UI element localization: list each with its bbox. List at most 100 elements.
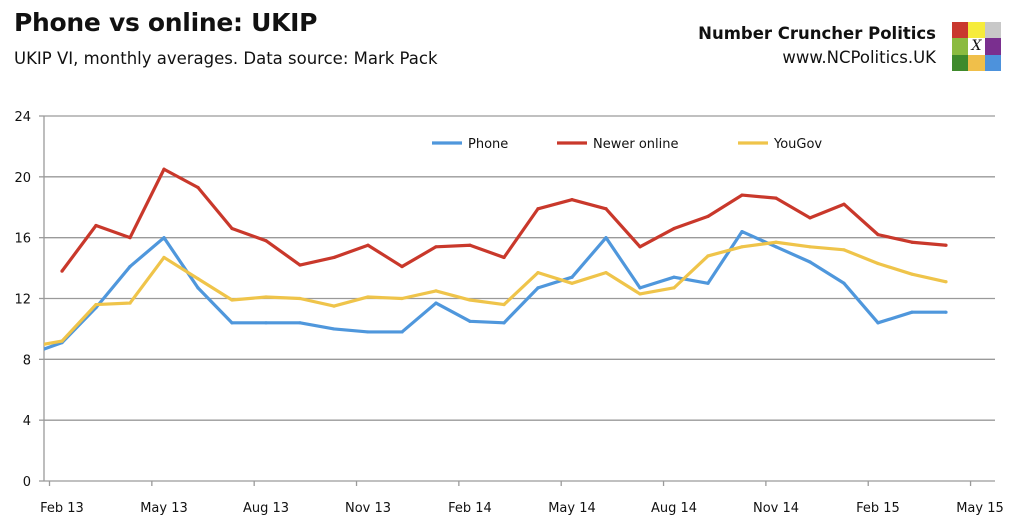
data-point	[468, 319, 472, 323]
data-point	[434, 289, 438, 293]
x-tick-label: Feb 13	[40, 501, 84, 516]
x-tick-label: May 14	[548, 501, 596, 516]
x-tick-label: Feb 15	[856, 501, 900, 516]
data-point	[774, 196, 778, 200]
data-point	[672, 275, 676, 279]
data-point	[774, 245, 778, 249]
legend-label: YouGov	[773, 137, 822, 152]
data-point	[366, 243, 370, 247]
data-point	[298, 321, 302, 325]
data-point	[638, 292, 642, 296]
data-point	[230, 298, 234, 302]
data-point	[434, 301, 438, 305]
data-point	[400, 296, 404, 301]
data-point	[128, 236, 132, 240]
data-point	[502, 321, 506, 325]
x-tick-label: Nov 14	[753, 501, 799, 516]
data-point	[332, 304, 336, 308]
x-tick-label: Feb 14	[448, 501, 492, 516]
data-point	[774, 240, 778, 244]
data-point	[94, 223, 98, 228]
chart-title: Phone vs online: UKIP	[14, 8, 318, 37]
data-point	[740, 193, 744, 197]
data-point	[536, 271, 540, 275]
logo-cell	[952, 54, 969, 71]
data-point	[298, 263, 302, 267]
x-tick-label: Aug 14	[651, 501, 697, 516]
y-tick-label: 8	[23, 353, 31, 368]
ncp-logo: X	[952, 22, 1001, 71]
data-point	[876, 321, 880, 325]
data-point	[808, 260, 812, 264]
data-point	[638, 286, 642, 290]
data-point	[400, 264, 404, 269]
data-point	[842, 202, 846, 206]
data-point	[196, 277, 200, 281]
data-point	[740, 229, 744, 234]
logo-cell	[952, 38, 969, 55]
data-point	[910, 310, 914, 314]
logo-cell	[952, 22, 969, 39]
data-point	[672, 226, 676, 231]
y-tick-label: 24	[14, 110, 31, 125]
data-point	[162, 167, 166, 171]
data-point	[910, 240, 914, 244]
x-tick-label: Aug 13	[243, 501, 289, 516]
logo-ballot-cell: X	[968, 38, 985, 55]
data-point	[944, 310, 948, 314]
logo-cell	[984, 22, 1001, 39]
data-point	[638, 245, 642, 249]
data-point	[366, 295, 370, 299]
data-point	[162, 236, 166, 240]
data-point	[196, 185, 200, 190]
data-point	[536, 207, 540, 211]
data-point	[94, 302, 98, 307]
data-point	[570, 198, 574, 202]
x-tick-label: Nov 13	[345, 501, 391, 516]
data-point	[26, 346, 29, 349]
data-point	[366, 330, 370, 334]
data-point	[264, 239, 268, 243]
logo-cell	[968, 22, 985, 39]
series-line-phone	[44, 229, 946, 351]
data-point	[332, 327, 336, 331]
y-tick-label: 12	[14, 293, 31, 308]
data-point	[536, 286, 540, 290]
data-point	[468, 298, 472, 302]
data-point	[604, 271, 608, 275]
data-point	[876, 261, 880, 266]
data-point	[468, 243, 472, 247]
data-point	[604, 207, 608, 211]
data-point	[842, 281, 846, 285]
x-tick-label: May 13	[140, 501, 188, 516]
data-point	[128, 264, 132, 269]
data-point	[434, 245, 438, 249]
data-point	[808, 245, 812, 249]
logo-cell	[984, 38, 1001, 55]
data-point	[740, 245, 744, 249]
data-point	[570, 275, 574, 279]
brand-url: www.NCPolitics.UK	[782, 48, 936, 67]
data-point	[162, 255, 166, 260]
data-point	[264, 321, 268, 325]
brand-name: Number Cruncher Politics	[698, 24, 936, 43]
y-tick-label: 16	[14, 232, 31, 247]
data-point	[944, 280, 948, 284]
data-point	[230, 226, 234, 231]
data-point	[502, 302, 506, 307]
series-line-yougov	[44, 240, 947, 346]
data-point	[604, 236, 608, 240]
data-point	[570, 281, 574, 285]
data-point	[60, 339, 64, 343]
data-point	[264, 295, 268, 299]
legend-label: Newer online	[593, 137, 678, 152]
data-point	[672, 286, 676, 290]
chart-subtitle: UKIP VI, monthly averages. Data source: …	[14, 49, 438, 68]
data-point	[298, 296, 302, 301]
data-point	[332, 255, 336, 260]
x-tick-label: May 15	[956, 501, 1004, 516]
data-point	[706, 281, 710, 285]
data-point	[400, 330, 404, 334]
